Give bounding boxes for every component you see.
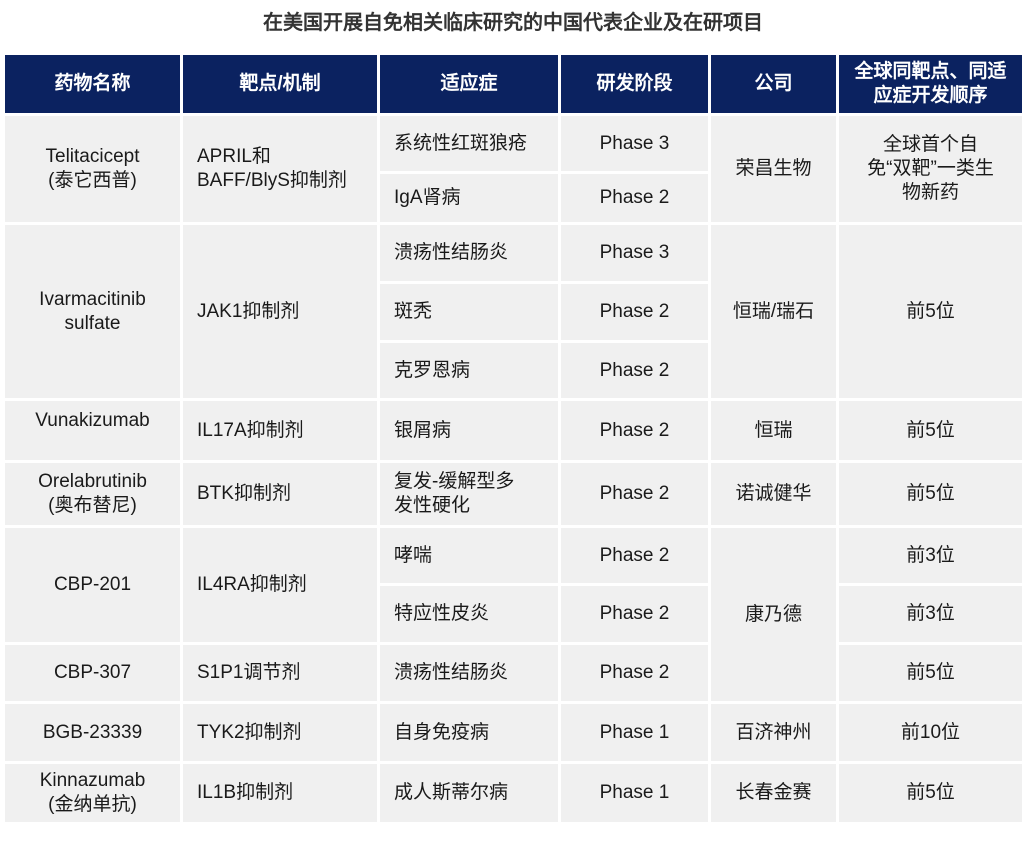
drug-name-cell: Kinnazumab (金纳单抗) bbox=[2, 761, 183, 825]
table-row: 克罗恩病 Phase 2 bbox=[4, 340, 1024, 401]
rank-cell: 前10位 bbox=[836, 701, 1025, 764]
phase-cell: Phase 2 bbox=[558, 281, 711, 343]
rank-cell: 前3位 bbox=[836, 583, 1025, 645]
company-cell: 长春金赛 bbox=[708, 761, 839, 825]
drug-name: Orelabrutinib bbox=[38, 471, 147, 492]
phase-cell: Phase 2 bbox=[558, 398, 711, 463]
target-cell: JAK1抑制剂 bbox=[180, 222, 380, 401]
phase-cell: Phase 2 bbox=[558, 583, 711, 645]
company-cell: 荣昌生物 bbox=[708, 113, 839, 225]
table-row: 特应性皮炎 Phase 2 前3位 bbox=[4, 583, 1025, 645]
drug-name-cell: CBP-201 bbox=[2, 525, 183, 645]
table-row: Vunakizumab IL17A抑制剂 银屑病 Phase 2 恒瑞 前5位 bbox=[2, 398, 1025, 463]
indication-cell: 成人斯蒂尔病 bbox=[377, 761, 561, 825]
phase-cell: Phase 3 bbox=[558, 113, 711, 174]
drug-name-cn: (泰它西普) bbox=[48, 170, 137, 191]
header-company: 公司 bbox=[708, 52, 839, 116]
drug-name-cell: BGB-23339 bbox=[2, 701, 183, 764]
table-row: Ivarmacitinib sulfate JAK1抑制剂 溃疡性结肠炎 Phase … bbox=[2, 222, 1025, 401]
target-cell: IL1B抑制剂 bbox=[180, 761, 380, 825]
table-row: CBP-307 S1P1调节剂 溃疡性结肠炎 Phase 2 前5位 bbox=[2, 642, 1025, 704]
phase-cell: Phase 3 bbox=[558, 222, 711, 284]
target-cell: APRIL和BAFF/BlyS抑制剂 bbox=[180, 113, 380, 225]
company-cell: 恒瑞 bbox=[708, 398, 839, 463]
rank-cell: 前5位 bbox=[836, 642, 1025, 704]
header-drug-name: 药物名称 bbox=[2, 52, 183, 116]
indication-cell: 斑秃 bbox=[377, 281, 561, 343]
drug-name: CBP-201 bbox=[53, 574, 132, 595]
indication-cell: 溃疡性结肠炎 bbox=[377, 222, 561, 284]
rank-cell: 前5位 bbox=[836, 761, 1025, 825]
table-row: Telitacicept (泰它西普) APRIL和BAFF/BlyS抑制剂 系统性红… bbox=[2, 113, 1025, 225]
drug-name: BGB-23339 bbox=[42, 721, 143, 743]
table-row: IgA肾病 Phase 2 bbox=[4, 171, 1024, 225]
target-cell: TYK2抑制剂 bbox=[180, 701, 380, 764]
drug-name-cn: (金纳单抗) bbox=[48, 794, 137, 815]
indication-cell: 自身免疫病 bbox=[377, 701, 561, 764]
indication-cell: 银屑病 bbox=[377, 398, 561, 463]
drug-name: CBP-307 bbox=[53, 662, 132, 683]
header-target: 靶点/机制 bbox=[180, 52, 380, 116]
phase-cell: Phase 1 bbox=[558, 761, 711, 825]
phase-cell: Phase 2 bbox=[558, 171, 711, 225]
target-cell: IL4RA抑制剂 bbox=[180, 525, 380, 645]
indication-cell: 溃疡性结肠炎 bbox=[377, 642, 561, 704]
drug-name: Kinnazumab bbox=[39, 770, 146, 791]
phase-cell: Phase 2 bbox=[558, 642, 711, 704]
table-row: CBP-201 IL4RA抑制剂 哮喘 Phase 2 康乃德 前3位 bbox=[2, 525, 1025, 704]
drug-name-cell: Orelabrutinib (奥布替尼) bbox=[2, 460, 183, 528]
target-cell: S1P1调节剂 bbox=[180, 642, 380, 704]
target-cell: BTK抑制剂 bbox=[180, 460, 380, 528]
header-phase: 研发阶段 bbox=[558, 52, 711, 116]
pipeline-table: 药物名称 靶点/机制 适应症 研发阶段 公司 全球同靶点、同适应症开发顺序 Te… bbox=[2, 52, 1025, 825]
phase-cell: Phase 1 bbox=[558, 701, 711, 764]
drug-name: Ivarmacitinib sulfate bbox=[39, 288, 146, 334]
header-indication: 适应症 bbox=[377, 52, 561, 116]
drug-name-cell: Telitacicept (泰它西普) bbox=[2, 113, 183, 225]
rank-cell: 前5位 bbox=[836, 460, 1025, 528]
drug-name: Vunakizumab bbox=[35, 410, 150, 431]
rank-cell: 前3位 bbox=[836, 525, 1025, 586]
page-title: 在美国开展自免相关临床研究的中国代表企业及在研项目 bbox=[263, 12, 763, 34]
rank-cell: 全球首个自免“双靶”一类生物新药 bbox=[836, 113, 1025, 225]
drug-name-cell: CBP-307 bbox=[2, 642, 183, 704]
rank-cell: 前5位 bbox=[836, 398, 1025, 463]
table-row: Kinnazumab (金纳单抗) IL1B抑制剂 成人斯蒂尔病 Phase 1 长春金赛… bbox=[2, 761, 1025, 825]
header-row: 药物名称 靶点/机制 适应症 研发阶段 公司 全球同靶点、同适应症开发顺序 bbox=[2, 52, 1025, 116]
indication-cell: IgA肾病 bbox=[377, 171, 561, 225]
indication-cell: 克罗恩病 bbox=[377, 340, 561, 401]
phase-cell: Phase 2 bbox=[558, 340, 711, 401]
drug-name: Telitacicept bbox=[45, 146, 140, 167]
indication-cell: 复发-缓解型多发性硬化 bbox=[377, 460, 561, 528]
header-rank: 全球同靶点、同适应症开发顺序 bbox=[836, 52, 1025, 116]
indication-cell: 特应性皮炎 bbox=[377, 583, 561, 645]
target-cell: IL17A抑制剂 bbox=[180, 398, 380, 463]
indication-cell: 系统性红斑狼疮 bbox=[377, 113, 561, 174]
company-cell: 康乃德 bbox=[708, 525, 839, 704]
company-cell: 恒瑞/瑞石 bbox=[708, 222, 839, 401]
table-row: Orelabrutinib (奥布替尼) BTK抑制剂 复发-缓解型多发性硬化 Phas… bbox=[2, 460, 1025, 528]
phase-cell: Phase 2 bbox=[558, 525, 711, 586]
table-row: 斑秃 Phase 2 bbox=[4, 281, 1024, 343]
company-cell: 诺诚健华 bbox=[708, 460, 839, 528]
rank-cell: 前5位 bbox=[836, 222, 1025, 401]
drug-name-cell: Ivarmacitinib sulfate bbox=[2, 222, 183, 401]
company-cell: 百济神州 bbox=[708, 701, 839, 764]
drug-name-cell: Vunakizumab bbox=[2, 398, 183, 463]
drug-name-cn: (奥布替尼) bbox=[48, 495, 137, 516]
indication-cell: 哮喘 bbox=[377, 525, 561, 586]
table-row: BGB-23339 TYK2抑制剂 自身免疫病 Phase 1 百济神州 前10位 bbox=[2, 701, 1025, 764]
phase-cell: Phase 2 bbox=[558, 460, 711, 528]
